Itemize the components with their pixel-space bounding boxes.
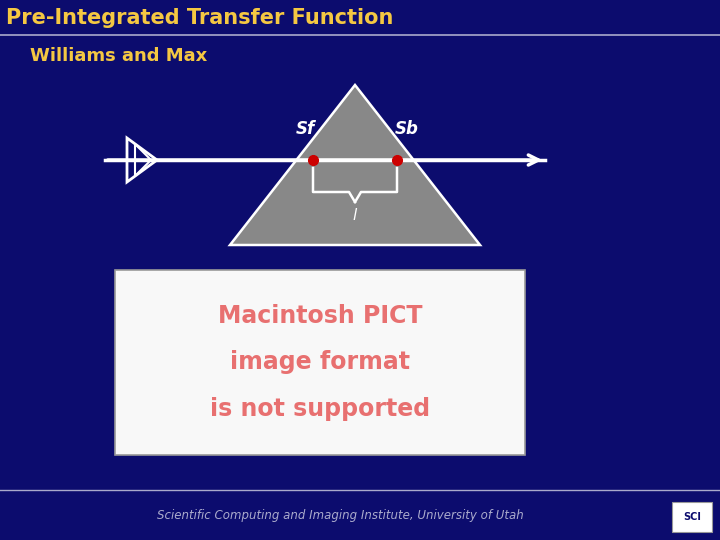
Text: Williams and Max: Williams and Max — [30, 47, 207, 65]
Text: l: l — [353, 208, 357, 223]
Text: image format: image format — [230, 350, 410, 375]
Text: is not supported: is not supported — [210, 397, 430, 421]
Polygon shape — [230, 85, 480, 245]
FancyBboxPatch shape — [115, 270, 525, 455]
Text: Macintosh PICT: Macintosh PICT — [217, 304, 422, 328]
FancyBboxPatch shape — [672, 502, 712, 532]
Text: Sf: Sf — [295, 120, 315, 138]
Text: Scientific Computing and Imaging Institute, University of Utah: Scientific Computing and Imaging Institu… — [157, 509, 523, 522]
Text: Sb: Sb — [395, 120, 419, 138]
Bar — [0, 490, 720, 540]
Text: SCI: SCI — [683, 512, 701, 522]
Text: Pre-Integrated Transfer Function: Pre-Integrated Transfer Function — [6, 8, 393, 28]
